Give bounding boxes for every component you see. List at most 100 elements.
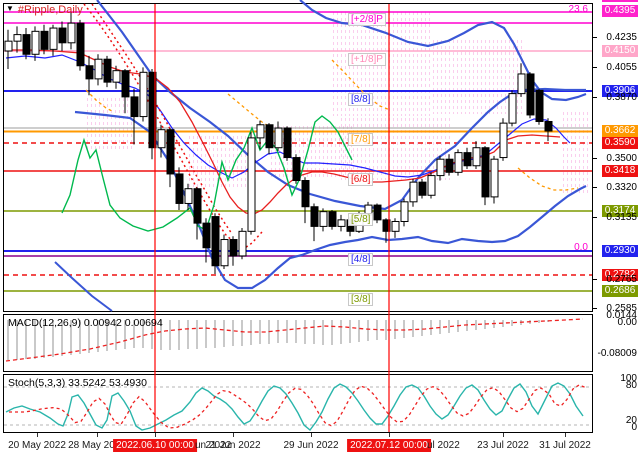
stoch-axis-label: 100: [620, 373, 637, 384]
candle-down: [445, 158, 454, 173]
candle-up: [220, 239, 229, 267]
candle-up: [508, 93, 517, 124]
price-badge: 0.3662: [602, 125, 638, 137]
price-tick-mark: [592, 217, 597, 218]
price-badge: 0.4420: [602, 0, 638, 2]
price-tick-label: 0.4235: [606, 32, 637, 43]
date-tick-mark: [565, 433, 566, 437]
candle-up: [319, 211, 328, 227]
price-tick-mark: [592, 97, 597, 98]
date-event-label[interactable]: 2022.06.10 00:00: [113, 439, 197, 452]
stoch-indicator-title: Stoch(5,3,3) 33.5242 53.4930: [8, 377, 147, 389]
ichimoku-cloud-region: [430, 40, 522, 114]
date-label: 31 Jul 2022: [539, 440, 591, 451]
candle-down: [166, 129, 175, 175]
macd-axis-label: 0.00: [617, 317, 637, 328]
date-event-label[interactable]: 2022.07.12 00:00: [347, 439, 431, 452]
murrey-level-label: [7/8]: [348, 133, 374, 146]
stoch-k-line: [5, 382, 584, 432]
sar-dotted-1: [83, 3, 236, 244]
candle-up: [31, 30, 40, 55]
date-tick-mark: [155, 433, 156, 437]
candle-up: [139, 71, 148, 118]
candle-down: [130, 96, 139, 118]
ichimoku-cloud-region: [84, 98, 132, 150]
candle-up: [94, 58, 103, 80]
candle-up: [112, 70, 121, 83]
date-tick-mark: [503, 433, 504, 437]
price-badge: 0.3174: [602, 205, 638, 217]
ichimoku-cloud-region: [560, 112, 590, 195]
candle-down: [193, 188, 202, 224]
murrey-level-label: [8/8]: [348, 93, 374, 106]
candle-down: [265, 124, 274, 149]
date-label: 28 May 2022: [68, 440, 126, 451]
candle-down: [283, 127, 292, 159]
senkou-a-2: [227, 93, 271, 128]
fib-236-label: 23.6: [568, 4, 588, 15]
price-badge: 0.2686: [602, 285, 638, 297]
senkou-a-3: [331, 59, 391, 111]
candle-down: [292, 157, 301, 182]
candle-up: [436, 158, 445, 177]
candle-down: [22, 34, 31, 55]
candle-up: [427, 175, 436, 196]
stoch-axis-label: 0: [631, 422, 637, 433]
candle-down: [148, 71, 157, 149]
macd-indicator-title: MACD(12,26,9) 0.00942 0.00694: [8, 317, 163, 329]
candle-down: [526, 73, 535, 116]
candle-up: [337, 219, 346, 227]
candle-down: [76, 22, 85, 67]
price-tick-label: 0.3500: [606, 153, 637, 164]
price-tick-label: 0.3320: [606, 182, 637, 193]
candle-down: [103, 58, 112, 83]
candle-down: [373, 204, 382, 221]
price-tick-label: 0.3135: [606, 212, 637, 223]
date-label: 20 May 2022: [8, 440, 66, 451]
candle-down: [535, 89, 544, 122]
stoch-axis-label: 80: [625, 380, 637, 391]
stoch-axis-label: 20: [625, 415, 637, 426]
candle-up: [490, 158, 499, 198]
candle-up: [454, 152, 463, 173]
price-badge: 0.4395: [602, 5, 638, 17]
candle-up: [184, 188, 193, 204]
murrey-level-label: [6/8]: [348, 173, 374, 186]
candle-down: [328, 211, 337, 227]
green-line: [61, 115, 353, 232]
candle-up: [4, 40, 13, 52]
date-label: 21 Jun 2022: [205, 440, 261, 451]
senkou-a-1: [85, 89, 115, 113]
candle-up: [13, 34, 22, 42]
symbol-label: #Ripple,Daily: [17, 4, 83, 16]
candle-down: [202, 222, 211, 249]
candle-up: [256, 124, 265, 139]
price-tick-label: 0.3870: [606, 92, 637, 103]
candle-down: [382, 219, 391, 232]
price-badge: 0.3590: [602, 137, 638, 149]
candle-up: [247, 137, 256, 232]
price-tick-label: 0.2765: [606, 274, 637, 285]
candle-down: [58, 27, 67, 44]
candle-down: [40, 30, 49, 50]
blue-corner-line: [54, 261, 113, 312]
date-tick-mark: [389, 433, 390, 437]
candle-up: [274, 127, 283, 149]
stoch-panel[interactable]: [3, 374, 593, 433]
murrey-level-label: [+2/8]P: [348, 13, 386, 26]
candle-down: [544, 120, 553, 132]
macd-axis-label: -0.08009: [597, 348, 637, 359]
candle-down: [301, 180, 310, 208]
date-tick-mark: [311, 433, 312, 437]
macd-signal-line: [5, 318, 584, 362]
chevron-down-icon[interactable]: ▼: [6, 4, 14, 13]
murrey-level-label: [3/8]: [348, 293, 374, 306]
price-badge: 0.4150: [602, 45, 638, 57]
candle-down: [310, 206, 319, 227]
candle-up: [409, 181, 418, 203]
price-tick-mark: [592, 279, 597, 280]
murrey-level-label: [5/8]: [348, 213, 374, 226]
price-badge: 0.2930: [602, 245, 638, 257]
